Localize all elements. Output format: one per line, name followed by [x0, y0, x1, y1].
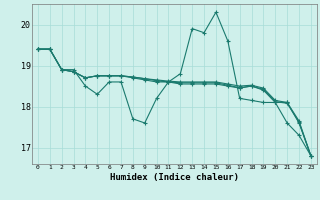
X-axis label: Humidex (Indice chaleur): Humidex (Indice chaleur)	[110, 173, 239, 182]
